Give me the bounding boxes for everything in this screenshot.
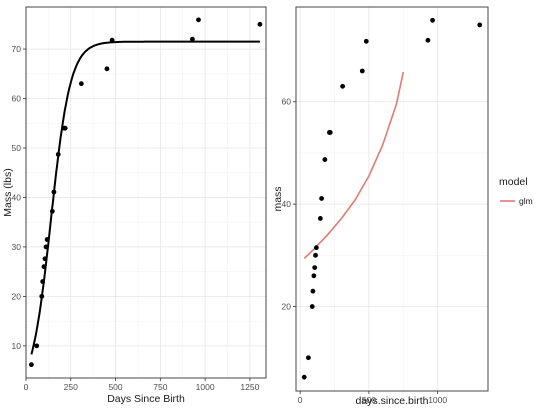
left-y-tick-label: 20: [12, 291, 22, 301]
left-data-point: [78, 81, 84, 87]
right-data-point: [310, 288, 316, 294]
left-data-point: [44, 237, 50, 242]
left-points-layer: [28, 17, 263, 368]
left-data-point: [40, 279, 46, 284]
left-data-point: [39, 293, 45, 299]
left-data-point: [42, 256, 48, 262]
right-y-tick-label: 20: [282, 302, 292, 312]
left-data-point: [28, 362, 34, 368]
left-data-point: [257, 21, 263, 27]
left-data-point: [109, 37, 115, 43]
legend: model glm: [499, 176, 533, 206]
right-data-point: [311, 273, 317, 279]
right-data-point: [363, 38, 369, 44]
left-data-point: [43, 244, 49, 250]
left-chart-panel: 0 250 500 750 1000 1250 10 20 30 40 50 60 70 Days S…: [2, 6, 267, 405]
right-data-point: [313, 252, 318, 258]
right-data-point: [317, 216, 323, 221]
right-points-layer: [301, 17, 483, 380]
left-x-axis-title: Days Since Birth: [107, 393, 185, 405]
right-data-point: [322, 157, 328, 162]
left-fit-line: [30, 40, 261, 355]
right-data-point: [309, 304, 315, 309]
right-fit-layer: [303, 71, 405, 259]
left-x-tick-label: 750: [153, 382, 167, 392]
left-plot-background: [26, 7, 266, 378]
right-x-axis-title: days.since.birth: [356, 395, 429, 407]
right-data-point: [313, 245, 319, 251]
right-y-ticks: 20 40 60: [282, 97, 296, 312]
right-data-point: [301, 374, 307, 380]
right-x-tick-label: 1000: [428, 395, 447, 405]
left-y-tick-label: 60: [12, 94, 22, 104]
right-data-point: [305, 355, 311, 361]
left-x-tick-label: 500: [108, 382, 122, 392]
legend-label-glm: glm: [519, 196, 533, 206]
left-data-point: [51, 189, 57, 195]
right-data-point: [430, 17, 435, 23]
left-y-ticks: 10 20 30 40 50 60 70: [12, 44, 26, 351]
right-x-tick-label: 500: [362, 395, 376, 405]
right-plot-border: [295, 6, 489, 392]
left-x-tick-label: 1000: [196, 382, 215, 392]
right-x-tick-label: 0: [298, 395, 303, 405]
left-plot-border: [25, 6, 267, 379]
right-x-ticks: 0 500 1000: [298, 391, 447, 405]
left-y-tick-label: 10: [12, 341, 22, 351]
left-data-point: [196, 17, 201, 23]
legend-title: model: [499, 176, 528, 188]
left-data-point: [49, 208, 55, 214]
left-y-tick-label: 30: [12, 242, 22, 252]
right-data-point: [327, 130, 333, 135]
right-data-point: [312, 265, 318, 271]
left-y-tick-label: 50: [12, 143, 22, 153]
right-fit-line-glm: [303, 71, 405, 259]
left-data-point: [104, 66, 110, 72]
right-gridlines: [296, 7, 488, 391]
left-fit-layer: [30, 40, 261, 355]
right-plot-background: [296, 7, 488, 391]
right-data-point: [319, 196, 324, 201]
right-y-axis-title: mass: [272, 186, 284, 211]
left-y-tick-label: 70: [12, 44, 22, 54]
right-y-tick-label: 60: [282, 97, 292, 107]
left-y-tick-label: 40: [12, 192, 22, 202]
right-data-point: [477, 22, 483, 28]
left-data-point: [62, 125, 68, 131]
left-x-ticks: 0 250 500 750 1000 1250: [24, 378, 260, 392]
left-x-tick-label: 1250: [240, 382, 259, 392]
left-data-point: [41, 264, 47, 270]
left-y-axis-title: Mass (lbs): [2, 168, 14, 216]
left-data-point: [55, 152, 61, 157]
left-x-tick-label: 0: [24, 382, 29, 392]
right-data-point: [425, 37, 431, 43]
right-y-tick-label: 40: [282, 199, 292, 209]
left-data-point: [189, 36, 195, 42]
right-chart-panel: 0 500 1000 20 40 60 days.since.birth mass: [272, 6, 489, 407]
right-data-point: [340, 83, 346, 89]
left-data-point: [34, 343, 40, 349]
right-data-point: [359, 68, 365, 74]
left-x-tick-label: 250: [64, 382, 78, 392]
